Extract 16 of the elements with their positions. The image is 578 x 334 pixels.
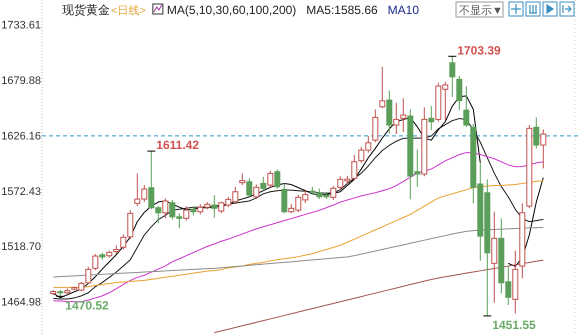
chart-title: 现货黄金 bbox=[62, 3, 110, 17]
y-tick-label: 1679.88 bbox=[1, 75, 41, 88]
annotation: 不显示▼ bbox=[459, 5, 503, 17]
annotation: 1611.42 bbox=[156, 138, 200, 152]
annotation: MA5:1585.66 bbox=[306, 3, 378, 17]
y-tick-label: 1464.98 bbox=[1, 296, 41, 309]
y-tick-label: 1572.43 bbox=[1, 186, 41, 198]
annotation: MA10 bbox=[388, 3, 420, 17]
annotation: 1703.39 bbox=[457, 43, 502, 58]
annotation: MA(5,10,30,60,100,200) bbox=[166, 3, 296, 17]
y-tick-label: 1518.70 bbox=[1, 241, 41, 254]
y-tick-label: 1626.16 bbox=[1, 130, 41, 142]
annotation: 1470.52 bbox=[65, 298, 110, 312]
annotation: 1451.55 bbox=[492, 318, 536, 332]
y-tick-label: 1733.61 bbox=[1, 20, 41, 32]
chart-subtitle: <日线> bbox=[111, 4, 146, 17]
